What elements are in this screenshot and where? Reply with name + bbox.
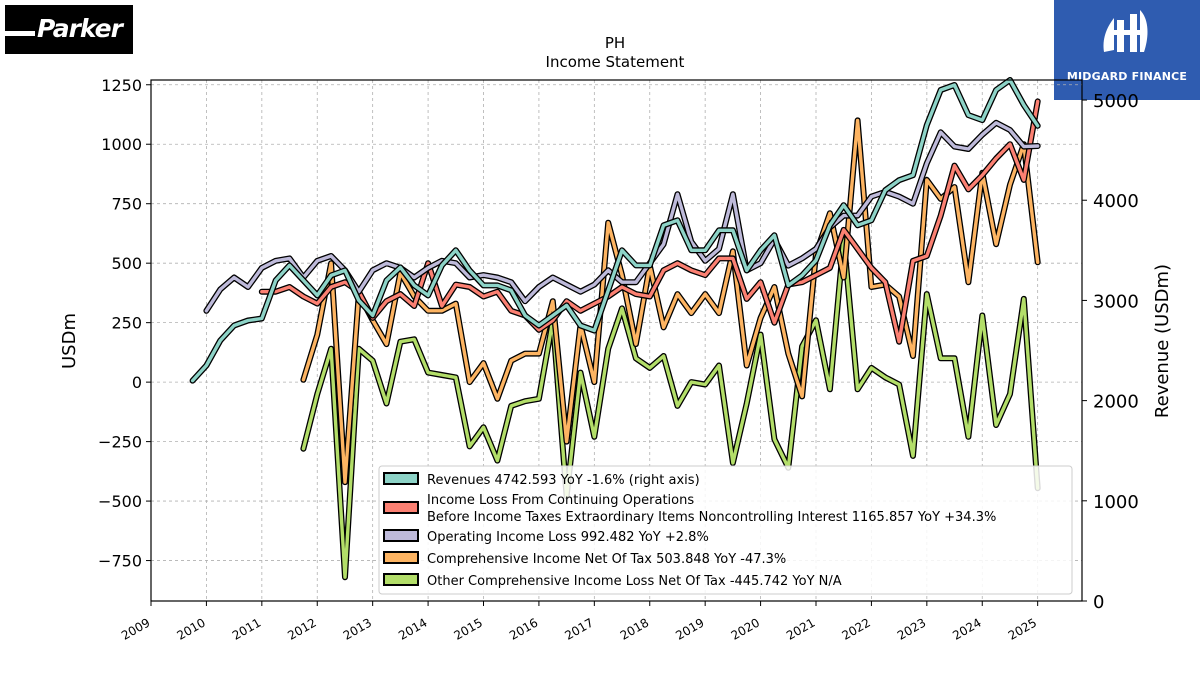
y-tick-label: −750 bbox=[98, 552, 142, 571]
x-tick-label: 2011 bbox=[230, 615, 263, 642]
series-lines bbox=[189, 77, 1041, 581]
y-tick-label: 500 bbox=[111, 254, 142, 273]
x-tick-label: 2014 bbox=[396, 615, 429, 642]
series-4-group bbox=[300, 236, 1041, 581]
legend-box bbox=[378, 465, 1073, 595]
x-tick-label: 2016 bbox=[507, 615, 540, 642]
legend-swatch-operating-income bbox=[383, 529, 419, 542]
legend-item-pretax-income: Income Loss From Continuing Operations B… bbox=[383, 493, 996, 525]
y2-tick-label: 4000 bbox=[1093, 191, 1139, 212]
midgard-logo-text: MIDGARD FINANCE bbox=[1066, 70, 1188, 83]
y2-axis-label: Revenue (USDm) bbox=[1152, 264, 1173, 418]
legend-label-other-comprehensive-income: Other Comprehensive Income Loss Net Of T… bbox=[427, 574, 842, 589]
x-tick-label: 2015 bbox=[452, 615, 485, 642]
legend-item-revenues: Revenues 4742.593 YoY -1.6% (right axis) bbox=[383, 472, 700, 488]
legend-swatch-revenues bbox=[383, 472, 419, 485]
legend-swatch-other-comprehensive-income bbox=[383, 573, 419, 586]
y-axis-label: USDm bbox=[59, 313, 80, 369]
parker-logo: Parker bbox=[5, 5, 133, 54]
x-tick-label: 2019 bbox=[673, 615, 706, 642]
legend-label-operating-income: Operating Income Loss 992.482 YoY +2.8% bbox=[427, 530, 709, 545]
x-tick-label: 2018 bbox=[618, 615, 651, 642]
logo-bar bbox=[5, 31, 35, 36]
series-line bbox=[190, 78, 1040, 383]
x-tick-label: 2009 bbox=[119, 615, 152, 642]
series-3-group bbox=[300, 117, 1041, 486]
legend-item-comprehensive-income: Comprehensive Income Net Of Tax 503.848 … bbox=[383, 551, 786, 567]
x-tick-label: 2025 bbox=[1006, 615, 1039, 642]
legend-label-pretax-income-line2: Before Income Taxes Extraordinary Items … bbox=[427, 510, 996, 525]
y-tick-label: 1000 bbox=[101, 135, 142, 154]
x-tick-label: 2012 bbox=[285, 615, 318, 642]
x-tick-label: 2021 bbox=[784, 615, 817, 642]
legend-label-revenues: Revenues 4742.593 YoY -1.6% (right axis) bbox=[427, 473, 700, 488]
y-tick-label: 0 bbox=[132, 373, 142, 392]
y-tick-label: 250 bbox=[111, 314, 142, 333]
chart-subtitle: Income Statement bbox=[546, 53, 685, 71]
plot-frame bbox=[150, 79, 1083, 602]
x-tick-label: 2024 bbox=[950, 615, 983, 642]
y2-tick-label: 2000 bbox=[1093, 392, 1139, 413]
legend-label-comprehensive-income: Comprehensive Income Net Of Tax 503.848 … bbox=[427, 552, 786, 567]
y-tick-label: 750 bbox=[111, 195, 142, 214]
series-line bbox=[301, 237, 1040, 579]
y-tick-label: −500 bbox=[98, 492, 142, 511]
legend-label-pretax-income-line1: Income Loss From Continuing Operations bbox=[427, 493, 694, 508]
legend-swatch-comprehensive-income bbox=[383, 551, 419, 564]
x-tick-label: 2013 bbox=[341, 615, 374, 642]
x-tick-label: 2017 bbox=[562, 615, 595, 642]
y-tick-label: −250 bbox=[98, 433, 142, 452]
x-tick-label: 2022 bbox=[839, 615, 872, 642]
legend: Revenues 4742.593 YoY -1.6% (right axis)… bbox=[378, 465, 1073, 595]
y2-tick-label: 5000 bbox=[1093, 91, 1139, 112]
series-line bbox=[301, 118, 1040, 484]
y-tick-label: 1250 bbox=[101, 76, 142, 95]
midgard-logo-mark-icon bbox=[1103, 10, 1148, 52]
y2-tick-label: 3000 bbox=[1093, 291, 1139, 312]
x-tick-label: 2010 bbox=[174, 615, 207, 642]
legend-swatch-pretax-income bbox=[383, 501, 419, 514]
x-tick-label: 2023 bbox=[895, 615, 928, 642]
series-1-group bbox=[258, 98, 1041, 345]
y2-tick-label: 1000 bbox=[1093, 492, 1139, 513]
parker-logo-text: Parker bbox=[37, 14, 123, 43]
series-line bbox=[260, 99, 1040, 344]
legend-item-other-comprehensive-income: Other Comprehensive Income Loss Net Of T… bbox=[383, 573, 842, 589]
y2-tick-label: 0 bbox=[1093, 592, 1104, 613]
chart-title: PH bbox=[605, 34, 625, 52]
x-tick-label: 2020 bbox=[729, 615, 762, 642]
midgard-finance-logo: MIDGARD FINANCE bbox=[1054, 0, 1200, 100]
series-0-group bbox=[189, 77, 1041, 384]
legend-item-operating-income: Operating Income Loss 992.482 YoY +2.8% bbox=[383, 529, 709, 545]
